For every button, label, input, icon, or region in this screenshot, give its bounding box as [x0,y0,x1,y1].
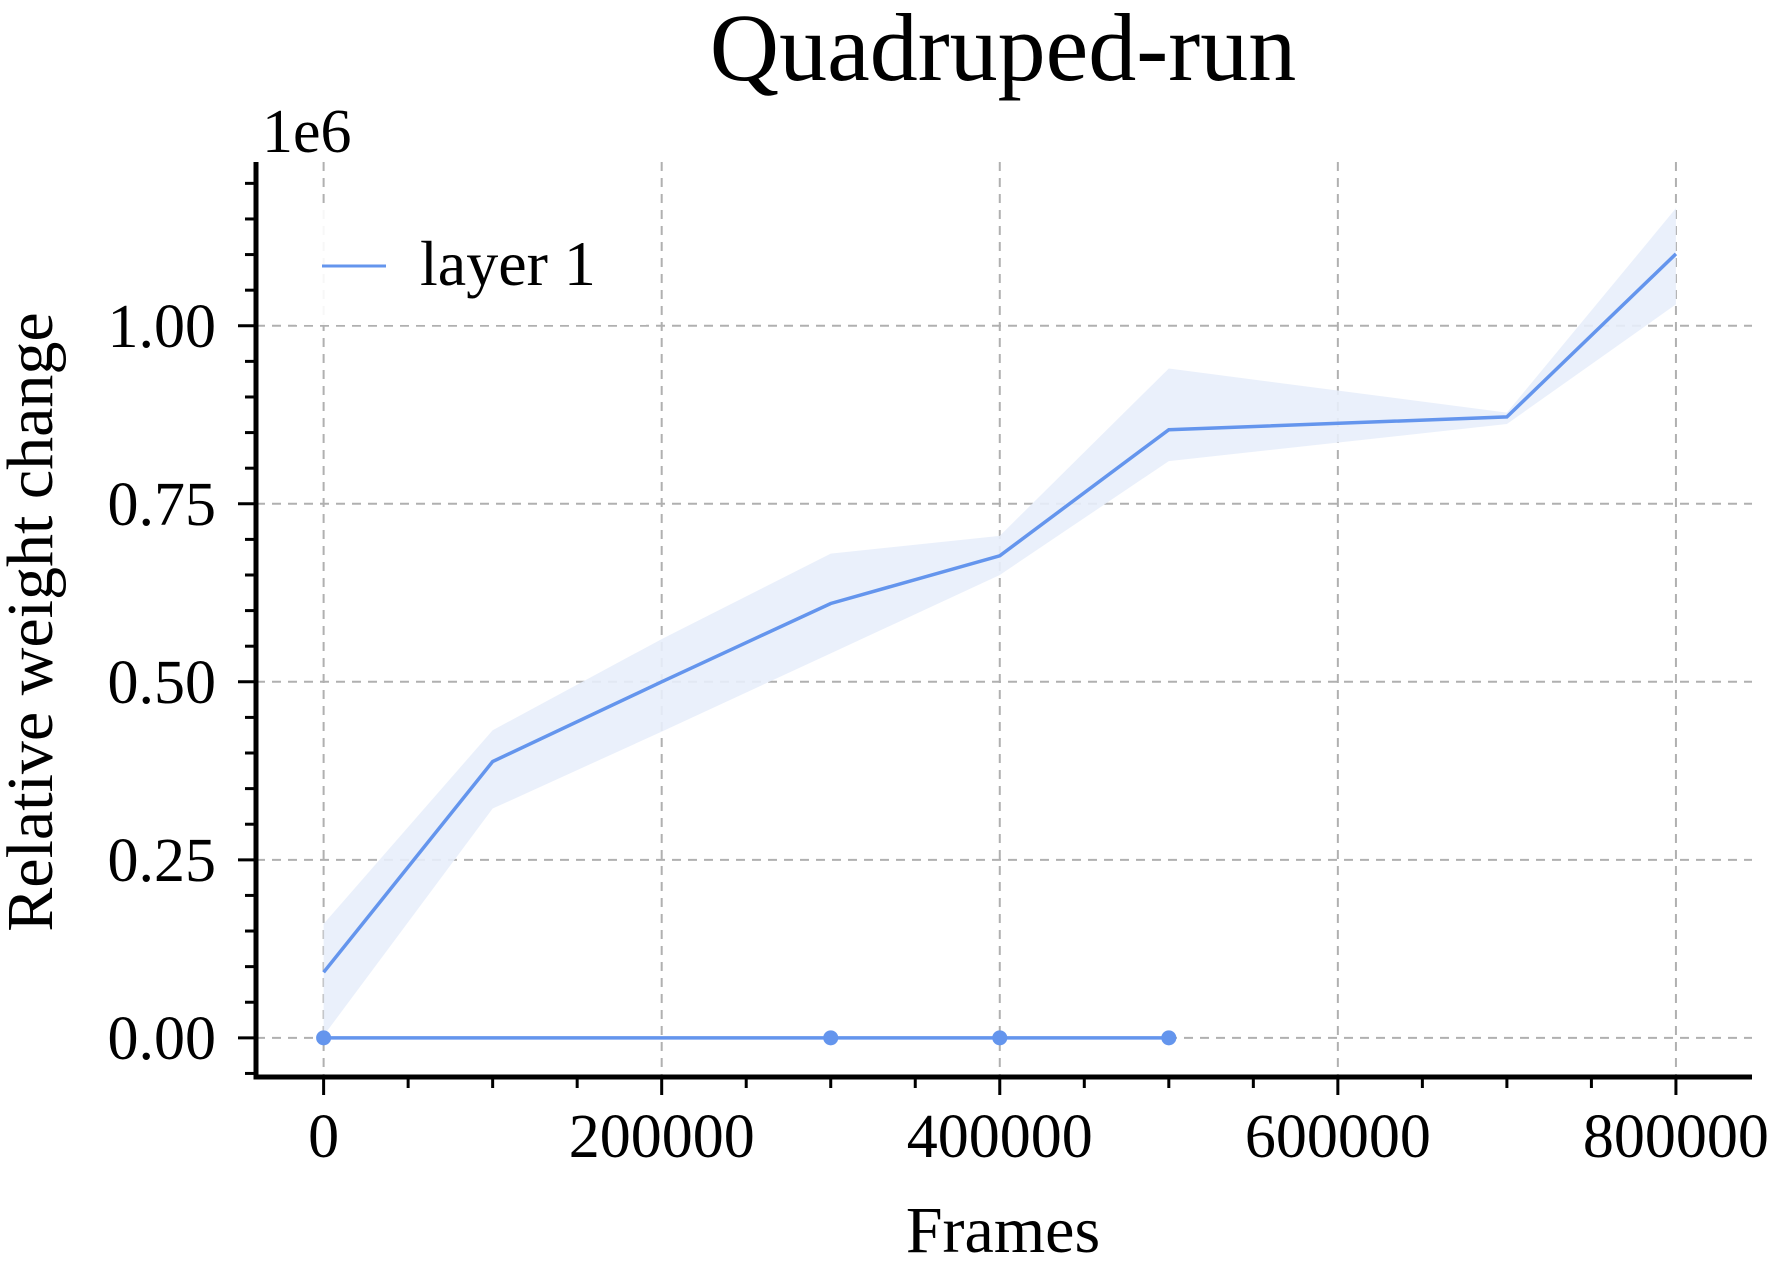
x-tick-label: 400000 [907,1103,1093,1171]
y-tick-label: 1.00 [108,293,217,361]
y-tick-label: 0.50 [108,649,217,717]
data-point [316,1030,332,1046]
x-tick-label: 0 [308,1103,339,1171]
series-line-0 [322,252,1678,974]
series-lines [316,252,1678,1046]
y-tick-label: 0.00 [108,1005,217,1073]
confidence-band-0 [323,208,1676,1036]
data-point [992,1030,1008,1046]
axes [253,162,1752,1080]
ticks: 0 200000 400000 600000 800000 0.00 0.25 0.50 0.7… [108,181,1769,1171]
x-axis-label: Frames [906,1194,1100,1267]
data-point [823,1030,839,1046]
x-tick-label: 200000 [569,1103,755,1171]
confidence-bands [323,208,1676,1036]
y-tick-label: 0.75 [108,471,217,539]
x-tick-label: 600000 [1245,1103,1431,1171]
x-tick-label: 800000 [1583,1103,1769,1171]
y-axis-label: Relative weight change [0,312,67,931]
data-point [1161,1030,1177,1046]
chart-title: Quadruped-run [710,0,1296,101]
legend: layer 1 [296,205,646,325]
y-tick-label: 0.25 [108,827,217,895]
legend-label-layer-1: layer 1 [420,228,596,299]
y-offset-label: 1e6 [262,98,352,166]
